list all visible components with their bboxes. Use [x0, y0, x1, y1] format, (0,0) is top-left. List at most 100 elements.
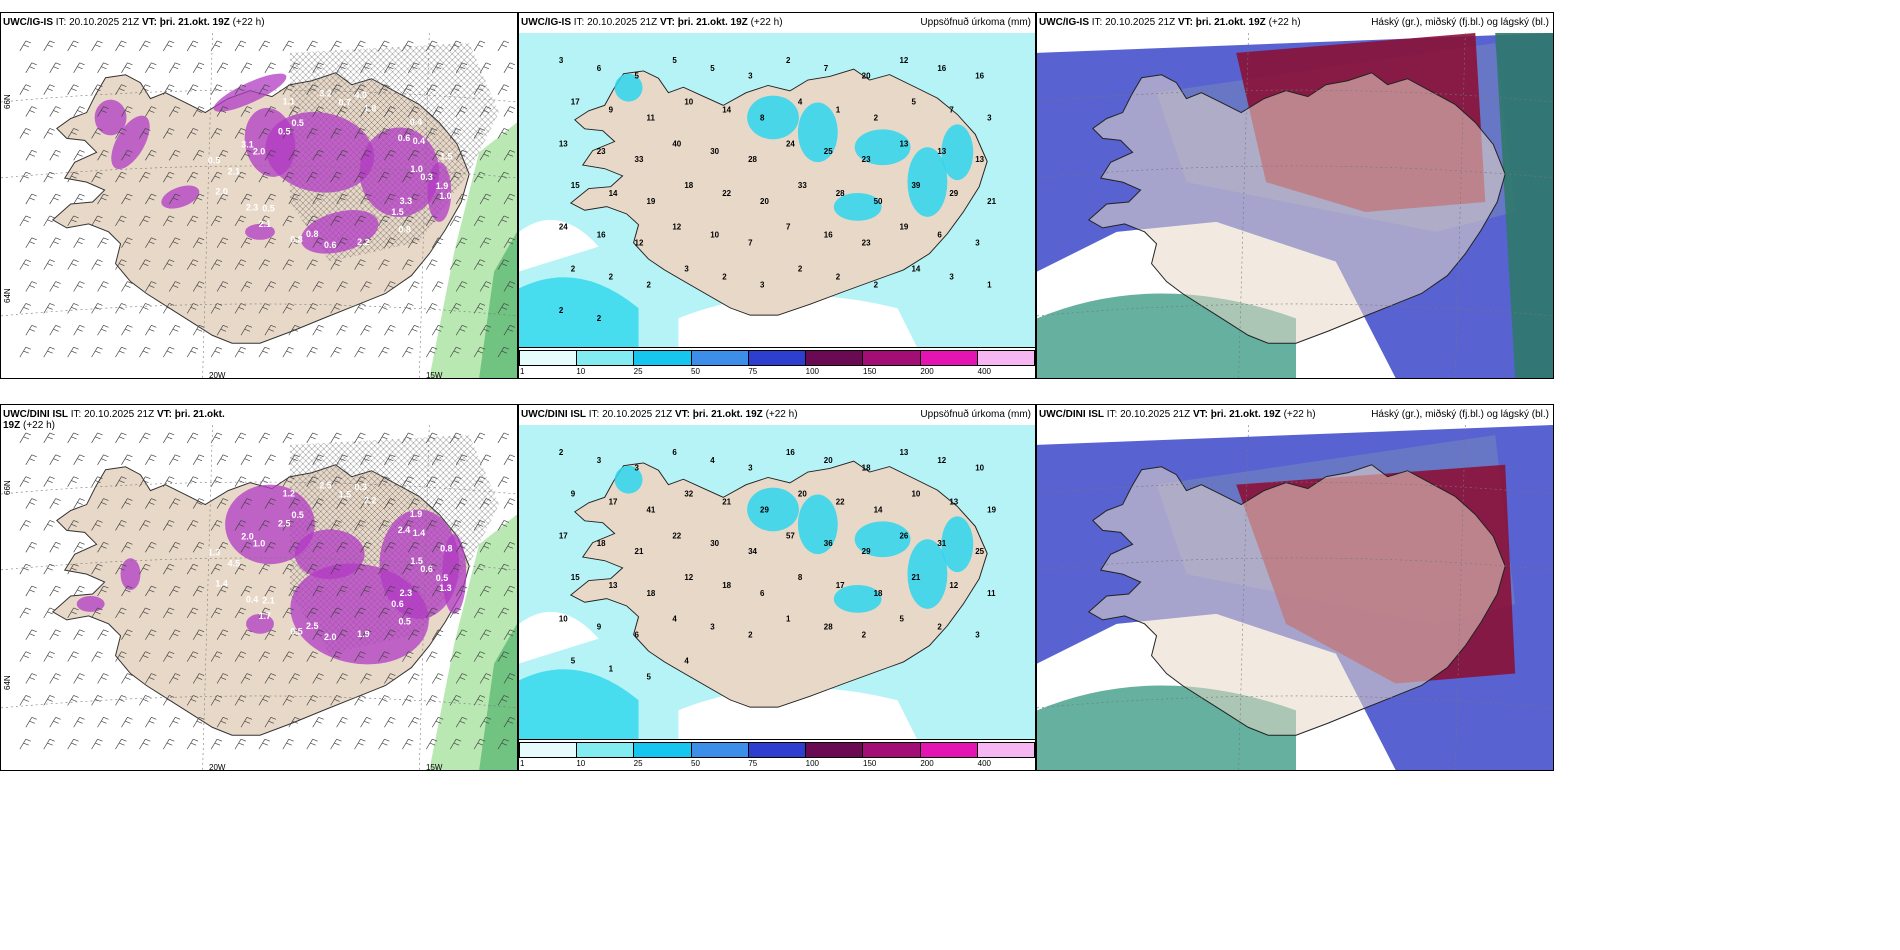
precip-value: 57 [786, 531, 795, 540]
precip-value: 3 [975, 239, 980, 248]
precip-blob [854, 521, 911, 558]
precip-value: 23 [862, 155, 871, 164]
wind-precip-value: 0.3 [420, 172, 432, 182]
cloud-panel-row2: UWC/DINI ISL IT: 20.10.2025 21Z VT: þri.… [1036, 404, 1554, 771]
precip-value: 1 [987, 280, 992, 289]
colorbar-tick: 75 [748, 759, 758, 768]
lon-label: 15W [426, 763, 443, 771]
graticule [1, 425, 517, 770]
precip-value: 21 [911, 573, 920, 582]
precip-blob [94, 99, 127, 136]
precip-value: 32 [684, 490, 693, 499]
colorbar-tick: 150 [863, 367, 877, 376]
precip-value: 14 [722, 106, 731, 115]
wind-precip-value: 3.1 [241, 140, 253, 150]
wind-precip-value: 1.2 [283, 489, 295, 499]
precip-value: 5 [647, 672, 652, 681]
wind-precip-value: 1.5 [440, 152, 452, 162]
precip-value: 21 [635, 547, 644, 556]
precip-value: 14 [911, 264, 920, 273]
precip-blob [614, 465, 643, 494]
colorbar-cell [520, 351, 578, 365]
precip-value: 3 [684, 264, 689, 273]
precip-value: 6 [672, 448, 677, 457]
colorbar-cell [634, 351, 692, 365]
precip-value: 2 [786, 56, 791, 65]
precip-value: 13 [559, 139, 568, 148]
precip-value: 16 [937, 64, 946, 73]
precip-value: 2 [862, 631, 867, 640]
wind-precip-value: 0.5 [208, 156, 220, 166]
precip-value: 19 [987, 505, 996, 514]
precip-value: 3 [949, 272, 954, 281]
wind-precip-value: 0.5 [291, 118, 303, 128]
precip-value: 4 [684, 656, 689, 665]
precip-value: 10 [911, 490, 920, 499]
precip-value: 24 [786, 139, 795, 148]
precip-blob [747, 95, 799, 140]
colorbar-tick: 400 [977, 759, 992, 768]
precip-value: 18 [722, 581, 731, 590]
precip-value: 12 [900, 56, 909, 65]
precip-value: 18 [862, 464, 871, 473]
precip-value: 16 [824, 231, 833, 240]
panel-title: UWC/DINI ISL IT: 20.10.2025 21Z VT: þri.… [521, 409, 798, 420]
precip-blob [120, 558, 141, 591]
precip-value: 2 [874, 113, 879, 122]
colorbar-tick: 25 [633, 367, 643, 376]
precip-value: 16 [597, 231, 606, 240]
precip-map: 2 3 3 6 4 3 16 20 18 13 12 10 9 17 41 32 21 29 20 22 14 10 13 1… [519, 425, 1035, 740]
colorbar-tick: 10 [576, 759, 586, 768]
wind-precip-value: 1.5 [391, 207, 403, 217]
wind-precip-value: 2.1 [259, 219, 271, 229]
precip-value: 5 [911, 98, 916, 107]
precip-blob [833, 192, 882, 221]
precip-value: 28 [748, 155, 757, 164]
precip-panel-row2: UWC/DINI ISL IT: 20.10.2025 21Z VT: þri.… [518, 404, 1036, 771]
wind-precip-value: 1.9 [436, 181, 448, 191]
precip-value: 30 [710, 539, 719, 548]
wind-precip-value: 1.5 [410, 556, 422, 566]
panel-title: UWC/IG-IS IT: 20.10.2025 21Z VT: þri. 21… [3, 17, 265, 28]
precip-value: 13 [975, 155, 984, 164]
precip-blob [246, 613, 274, 634]
precip-blob [941, 124, 974, 181]
precip-value: 9 [609, 106, 614, 115]
precip-value: 13 [900, 448, 909, 457]
wind-precip-value: 2.2 [364, 495, 376, 505]
precip-blob [76, 596, 105, 612]
wind-precip-value: 2.5 [278, 518, 290, 528]
precip-area [519, 277, 639, 348]
colorbar-cell [748, 351, 807, 365]
wind-precip-value: 1.3 [439, 583, 451, 593]
wind-precip-value: 1.4 [413, 528, 425, 538]
colorbar: 1 10 25 50 75 100 150 200 400 [519, 739, 1035, 770]
wind-precip-value: 0.3 [355, 482, 367, 492]
precip-value: 16 [786, 448, 795, 457]
precip-value: 29 [949, 189, 958, 198]
graticule [1037, 425, 1553, 770]
precip-value: 17 [571, 98, 580, 107]
precip-value: 13 [900, 139, 909, 148]
wind-precip-value: 0.5 [262, 203, 274, 213]
precip-value: 5 [635, 72, 640, 81]
precip-value: 6 [597, 64, 602, 73]
precip-value: 28 [836, 189, 845, 198]
wind-precip-value: 0.8 [398, 225, 410, 235]
precip-value: 36 [824, 539, 833, 548]
wind-precip-value: 0.4 [413, 136, 425, 146]
colorbar-cell [977, 351, 1034, 365]
wind-barbs [19, 432, 516, 750]
wind-map: 1.5 2.1 1.5 0.5 1.3 2.4 2.5 1.2 0.5 1.4 2.2 1.9 2.0 0… [1, 425, 517, 770]
dry-area [519, 219, 599, 272]
precip-value: 2 [836, 272, 841, 281]
wind-precip-value: 2.0 [324, 632, 336, 642]
precip-value: 5 [900, 615, 905, 624]
precip-value: 50 [874, 197, 883, 206]
precip-blob [833, 584, 882, 613]
precip-blob [797, 102, 838, 163]
wind-precip-value: 2.0 [215, 186, 227, 196]
wind-precip-value: 1.9 [410, 509, 422, 519]
precip-value: 20 [862, 72, 871, 81]
lon-label: 15W [426, 371, 443, 379]
